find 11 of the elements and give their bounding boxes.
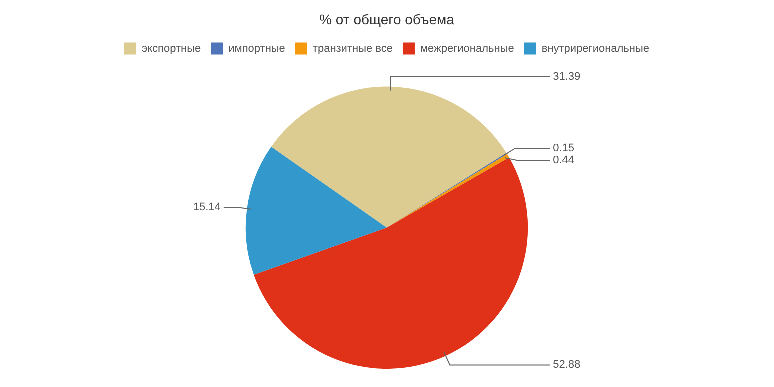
legend-label: межрегиональные [420,42,514,55]
data-label: 0.15 [553,142,575,154]
legend-label: внутрирегиональные [542,42,650,55]
data-label: 31.39 [553,70,581,83]
chart-title: % от общего объема [320,11,455,28]
legend-label: импортные [228,42,286,55]
data-label: 0.44 [553,154,575,166]
legend-label: транзитные все [312,42,393,55]
legend-label: экспортные [142,42,202,55]
data-label: 52.88 [553,359,581,372]
data-label: 15.14 [193,202,221,214]
